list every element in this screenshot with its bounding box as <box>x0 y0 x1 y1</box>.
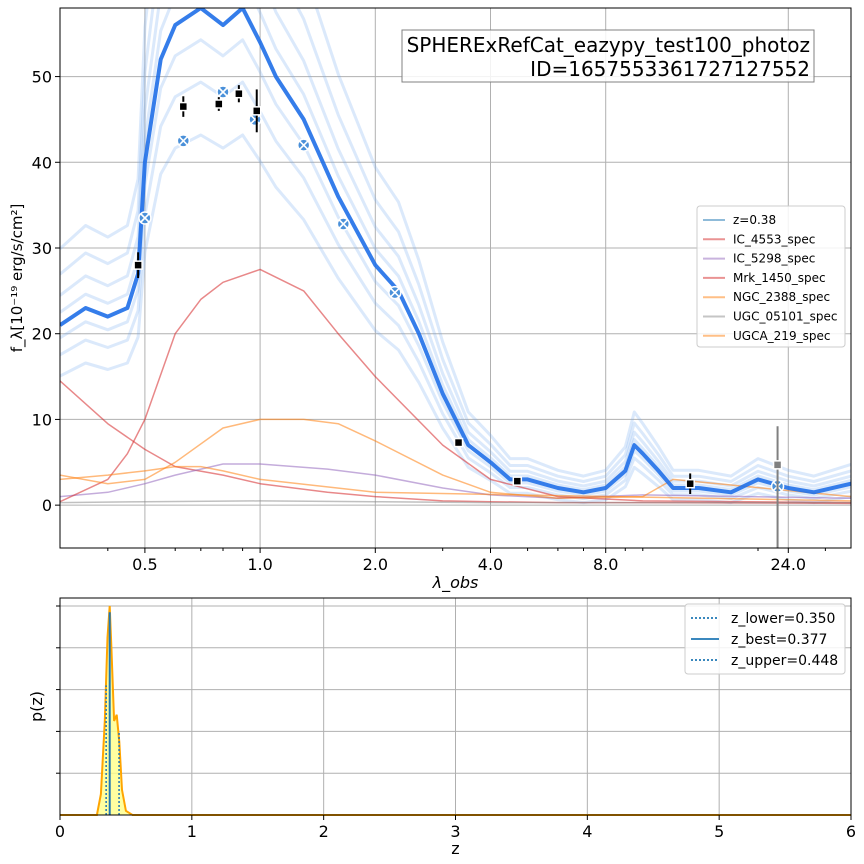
model-point-cross <box>218 87 228 97</box>
top-xtick-label: 2.0 <box>363 555 388 574</box>
model-photometry-point <box>176 134 191 148</box>
observed-photometry-point <box>214 97 224 111</box>
bottom-xaxis-label: z <box>451 839 459 858</box>
photometry-marker <box>685 478 695 489</box>
top-xtick-label: 4.0 <box>478 555 503 574</box>
model-photometry-point <box>296 138 311 152</box>
photometry-marker <box>772 460 783 470</box>
bottom-xtick-label: 4 <box>582 822 592 841</box>
model-point-cross <box>338 219 348 229</box>
photometry-marker <box>133 260 143 270</box>
observed-photometry-point <box>234 85 244 103</box>
photometry-marker <box>234 88 244 99</box>
observed-photometry-point <box>178 96 189 117</box>
best-fit-sed-line <box>60 8 851 495</box>
photometry-marker <box>453 437 464 448</box>
top-axes-frame <box>59 7 852 549</box>
bottom-legend-label: z_upper=0.448 <box>731 653 838 669</box>
top-legend-label: UGC_05101_spec <box>733 310 837 324</box>
template-line-mrk-1450-spec <box>60 268 851 504</box>
plot-title-line-2: ID=1657553361727127552 <box>530 57 810 81</box>
top-xaxis-label: λ_obs <box>432 573 479 593</box>
top-plot-area <box>60 8 851 548</box>
top-xtick-label: 24.0 <box>770 555 806 574</box>
sed-ensemble-line <box>60 38 851 497</box>
photometry-marker <box>178 101 189 112</box>
top-xtick-label: 0.5 <box>132 555 157 574</box>
top-ytick-label: 0 <box>42 496 52 515</box>
model-point-cross <box>299 140 309 150</box>
plot-title-line-1: SPHERExRefCat_eazypy_test100_photoz <box>407 33 810 57</box>
sed-ensemble-line <box>60 8 851 483</box>
model-point-cross <box>140 213 150 223</box>
title-box <box>401 29 815 83</box>
template-line-ugca-219-spec <box>60 465 851 502</box>
sed-ensemble-line <box>60 133 851 505</box>
bottom-xtick-label: 1 <box>187 822 197 841</box>
top-ytick-label: 20 <box>32 325 52 344</box>
bottom-legend-label: z_best=0.377 <box>731 632 827 648</box>
top-legend-label: UGCA_219_spec <box>733 329 830 343</box>
bottom-xtick-label: 0 <box>55 822 65 841</box>
observed-photometry-point <box>133 252 143 278</box>
top-ytick-label: 30 <box>32 239 52 258</box>
pz-curve <box>60 605 851 816</box>
top-ytick-label: 40 <box>32 153 52 172</box>
model-photometry-point <box>388 285 402 300</box>
bottom-xtick-label: 2 <box>319 822 329 841</box>
bottom-xtick-label: 3 <box>450 822 460 841</box>
model-point-cross <box>178 136 188 146</box>
top-legend-label: NGC_2388_spec <box>733 290 830 304</box>
top-yaxis-label: f_λ[10⁻¹⁹ erg/s/cm²] <box>8 204 27 353</box>
top-legend-label: Mrk_1450_spec <box>733 271 826 285</box>
photometry-marker <box>512 476 523 486</box>
top-legend-label: IC_4553_spec <box>733 232 815 246</box>
sed-ensemble-line <box>60 8 851 488</box>
bottom-legend-label: z_lower=0.350 <box>731 611 835 627</box>
model-photometry-point <box>138 211 152 225</box>
bottom-xtick-label: 6 <box>846 822 856 841</box>
model-point-cross <box>390 288 400 298</box>
observed-photometry-point <box>685 473 695 494</box>
top-legend-label: IC_5298_spec <box>733 252 815 266</box>
template-line-ugc-05101-spec <box>60 500 851 504</box>
observed-photometry-point <box>251 89 262 133</box>
photometry-marker <box>251 106 262 116</box>
top-ytick-label: 10 <box>32 410 52 429</box>
observed-photometry-point <box>453 437 464 448</box>
observed-photometry-point <box>772 426 783 548</box>
top-legend-box <box>696 205 846 348</box>
bottom-legend-box <box>684 603 846 675</box>
bottom-xtick-label: 5 <box>714 822 724 841</box>
model-photometry-point <box>216 85 230 99</box>
top-ytick-label: 50 <box>32 68 52 87</box>
bottom-yaxis-label: p(z) <box>27 691 46 722</box>
sed-ensemble-line <box>60 8 851 478</box>
top-xtick-label: 8.0 <box>593 555 618 574</box>
observed-photometry-point <box>512 476 523 486</box>
model-photometry-point <box>336 217 351 231</box>
top-xtick-label: 1.0 <box>247 555 272 574</box>
top-legend-label: z=0.38 <box>733 213 776 227</box>
photometry-marker <box>214 99 224 109</box>
